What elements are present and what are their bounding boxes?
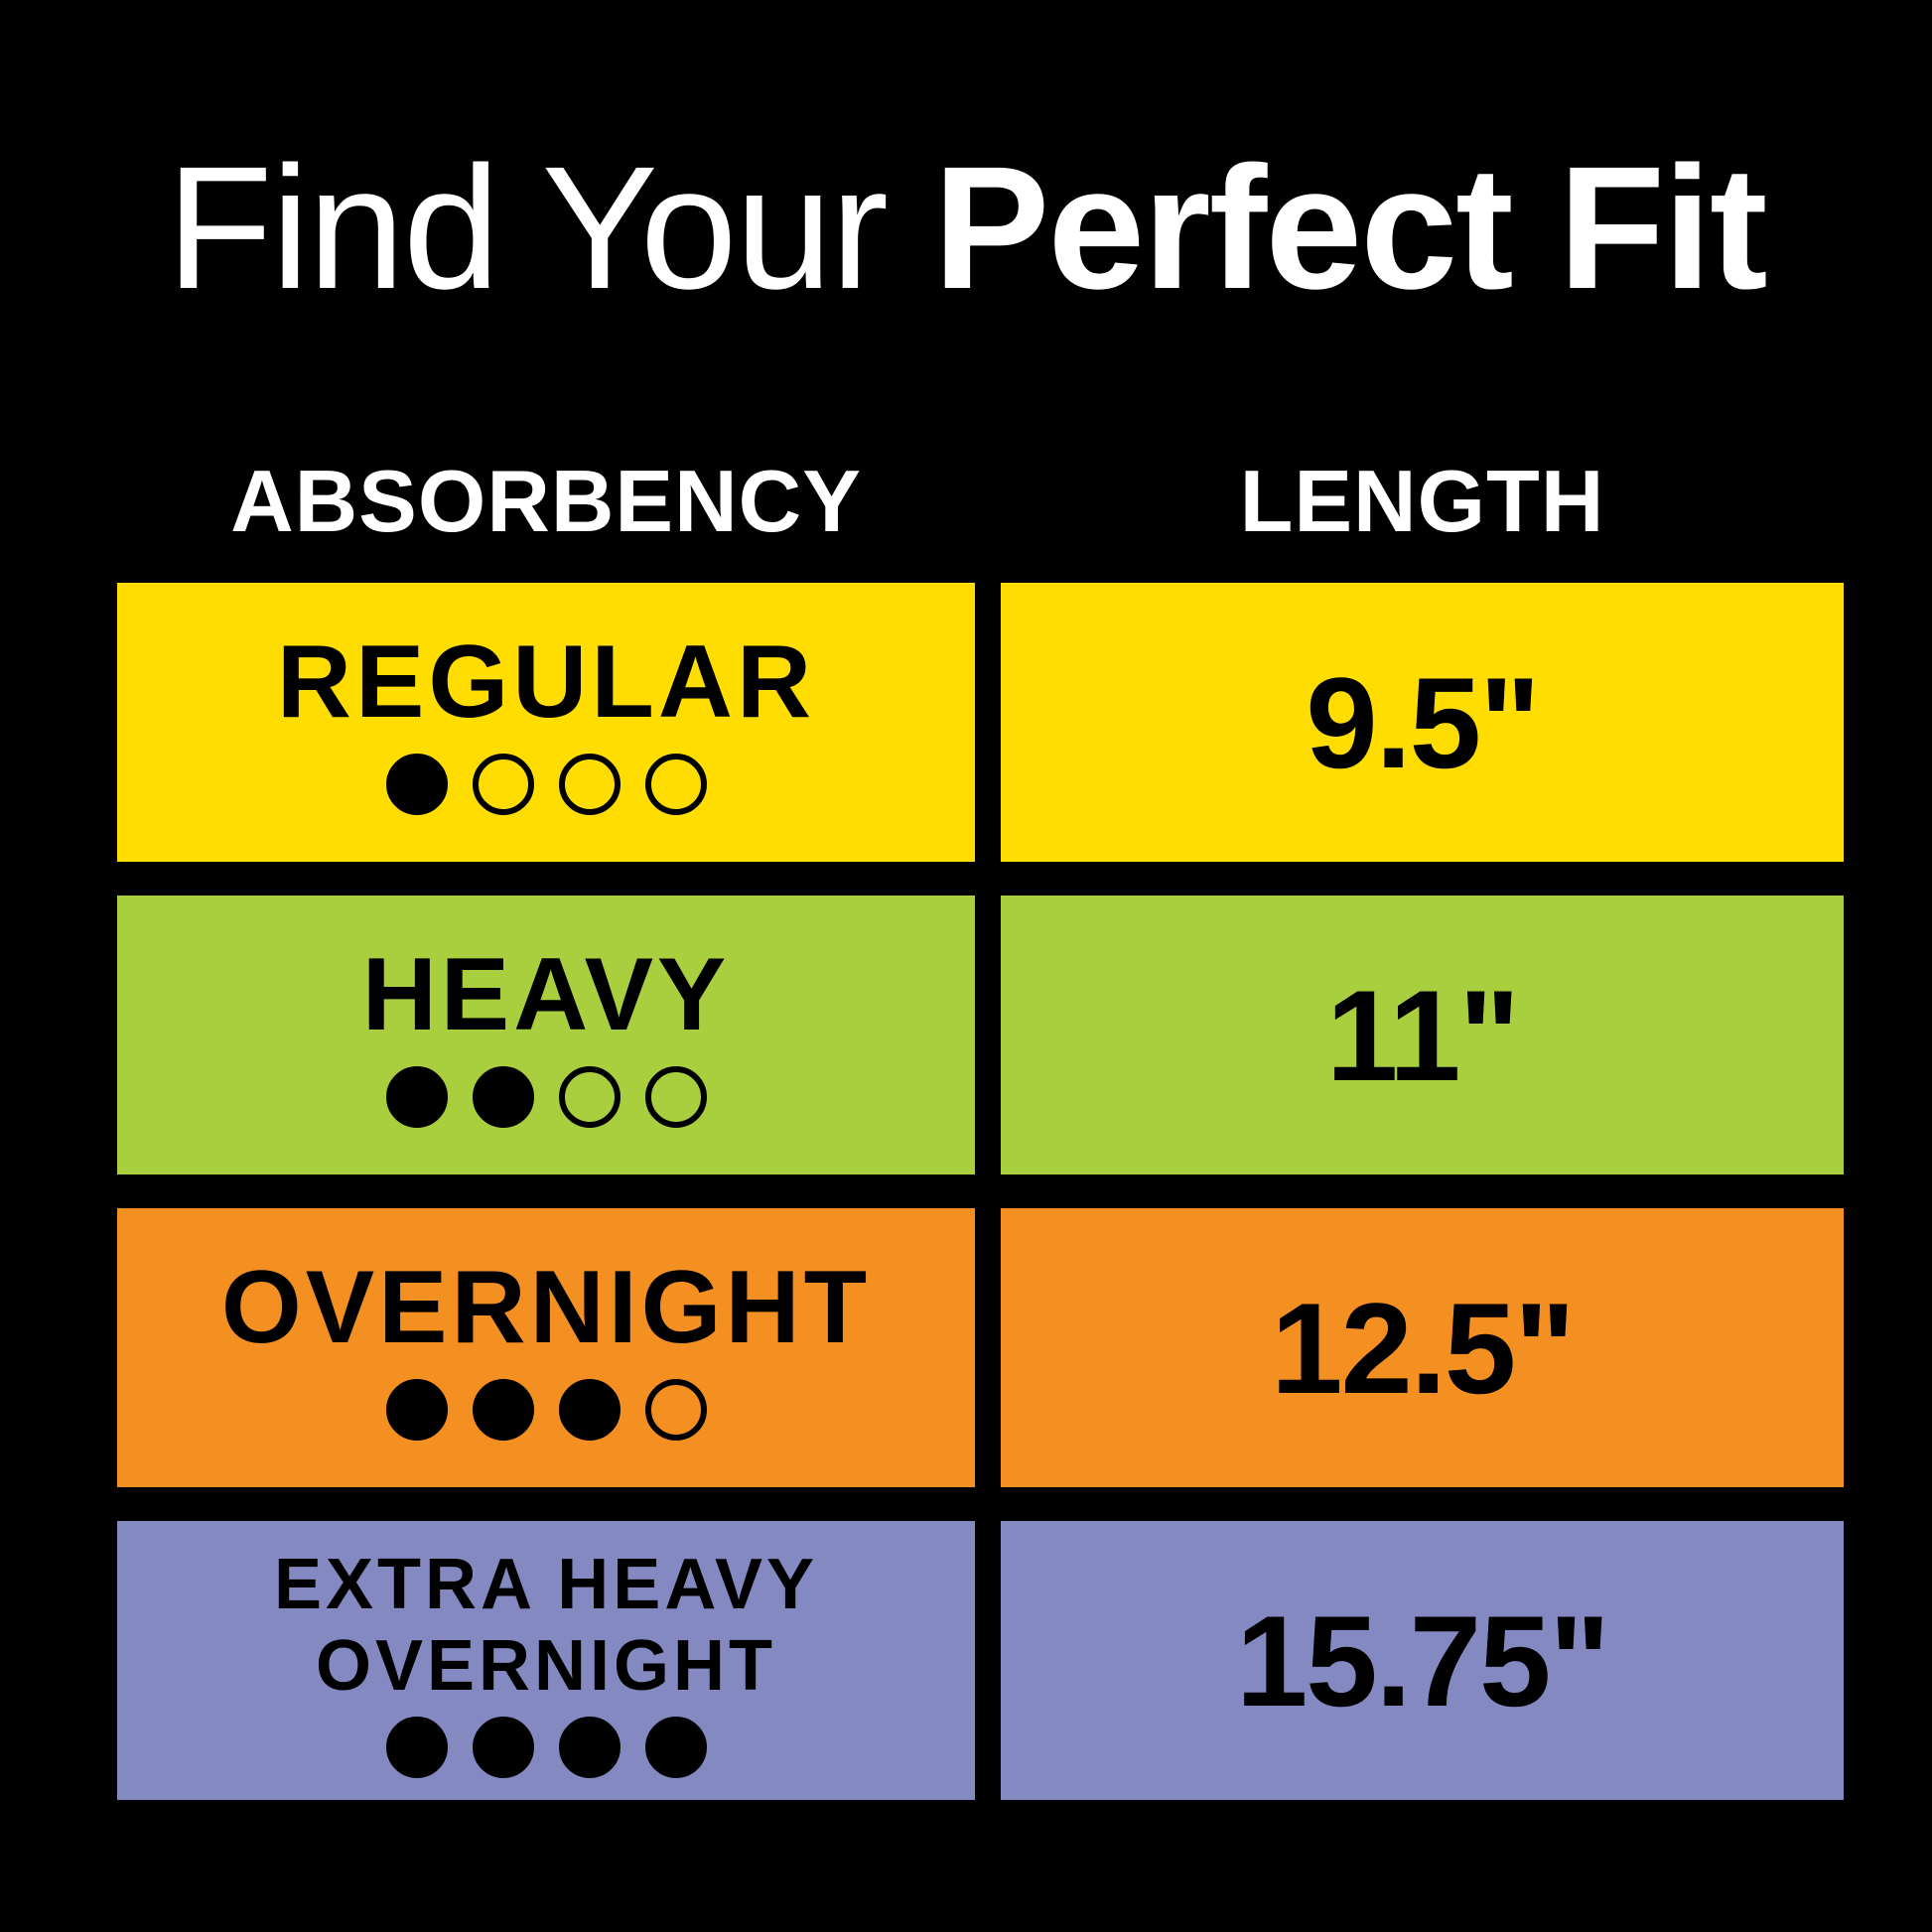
absorbency-label: OVERNIGHT	[221, 1256, 871, 1359]
length-value: 15.75"	[1236, 1587, 1610, 1733]
absorbency-label-line: REGULAR	[276, 623, 816, 740]
absorbency-cell: HEAVY	[117, 896, 975, 1174]
filled-circle-icon	[385, 753, 448, 815]
empty-circle-icon	[472, 753, 534, 815]
length-cell: 12.5"	[1001, 1208, 1844, 1487]
absorbency-header: ABSORBENCY	[230, 452, 862, 550]
absorbency-label: REGULAR	[277, 630, 815, 734]
length-header: LENGTH	[1239, 452, 1605, 550]
absorbency-label: HEAVY	[362, 943, 731, 1046]
absorbency-cell: EXTRA HEAVY OVERNIGHT	[117, 1521, 975, 1800]
absorbency-label-line: OVERNIGHT	[315, 1625, 776, 1706]
absorbency-label-line: EXTRA HEAVY	[273, 1544, 819, 1624]
filled-circle-icon	[558, 1378, 621, 1441]
empty-circle-icon	[558, 753, 621, 815]
filled-circle-icon	[558, 1716, 621, 1778]
filled-circle-icon	[644, 1716, 707, 1778]
length-cell: 9.5"	[1001, 583, 1844, 862]
filled-circle-icon	[472, 1378, 534, 1441]
filled-circle-icon	[385, 1378, 448, 1441]
title-light: Find Your	[166, 131, 889, 326]
length-cell: 11"	[1001, 896, 1844, 1174]
absorbency-label: EXTRA HEAVY OVERNIGHT	[274, 1544, 818, 1707]
absorbency-label-line: HEAVY	[361, 936, 731, 1052]
filled-circle-icon	[385, 1716, 448, 1778]
filled-circle-icon	[472, 1065, 534, 1128]
length-value: 12.5"	[1271, 1275, 1576, 1421]
empty-circle-icon	[558, 1065, 621, 1128]
absorbency-cell: REGULAR	[117, 583, 975, 862]
absorbency-level-rating	[385, 1378, 707, 1441]
length-cell: 15.75"	[1001, 1521, 1844, 1800]
title-bold: Perfect Fit	[932, 131, 1768, 326]
empty-circle-icon	[644, 1065, 707, 1128]
page-title: Find Your Perfect Fit	[0, 129, 1932, 328]
filled-circle-icon	[385, 1065, 448, 1128]
absorbency-cell: OVERNIGHT	[117, 1208, 975, 1487]
absorbency-level-rating	[385, 1716, 707, 1778]
absorbency-label-line: OVERNIGHT	[220, 1249, 872, 1365]
empty-circle-icon	[644, 1378, 707, 1441]
length-value: 11"	[1325, 962, 1520, 1108]
length-value: 9.5"	[1306, 649, 1540, 795]
absorbency-level-rating	[385, 753, 707, 815]
empty-circle-icon	[644, 753, 707, 815]
filled-circle-icon	[472, 1716, 534, 1778]
absorbency-level-rating	[385, 1065, 707, 1128]
